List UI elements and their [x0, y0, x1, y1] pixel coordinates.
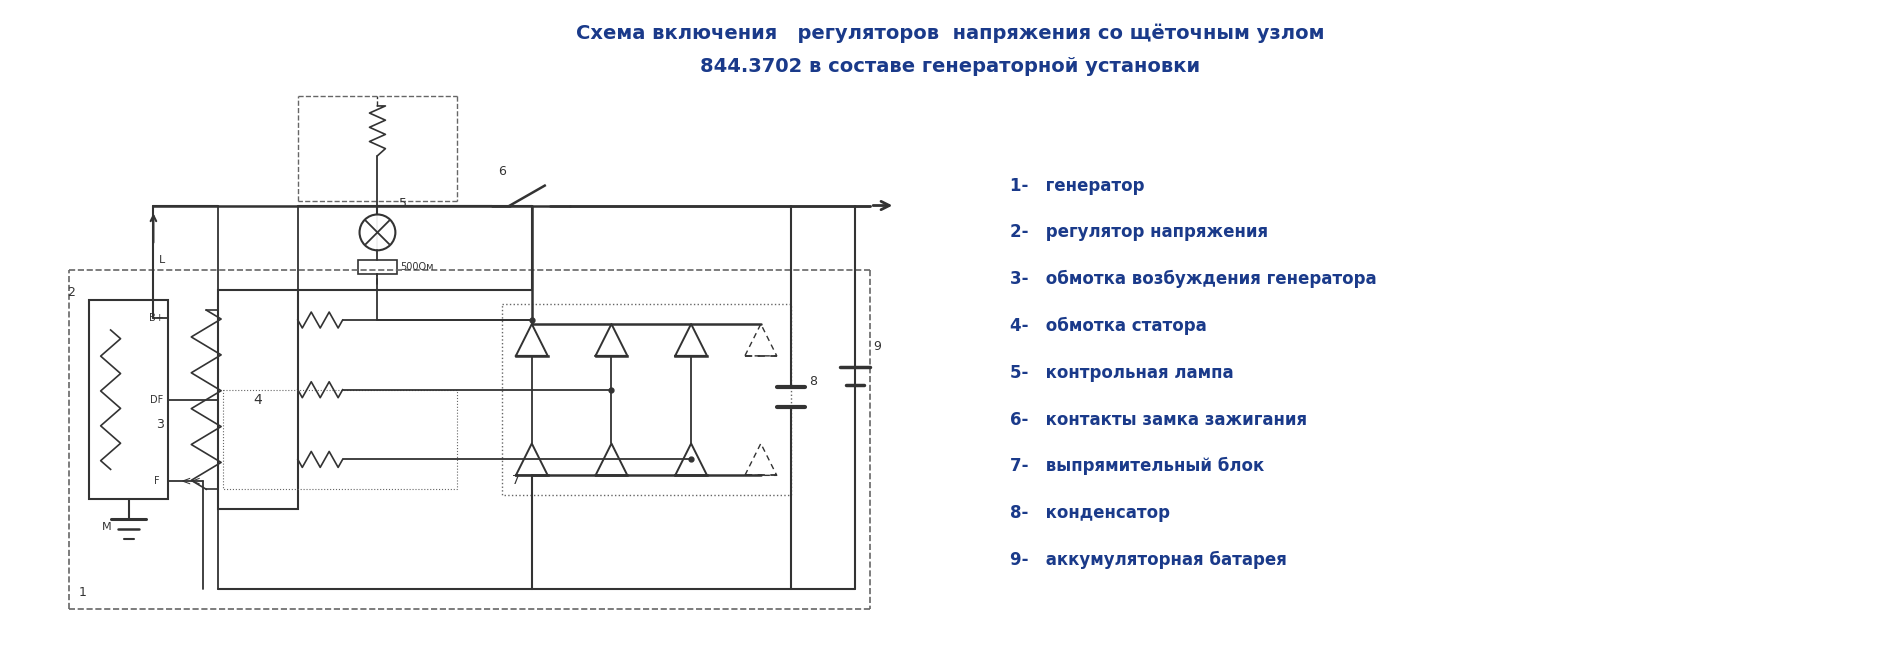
- Text: 1-   генератор: 1- генератор: [1009, 177, 1144, 195]
- Text: 7: 7: [511, 474, 521, 487]
- Text: L: L: [158, 255, 165, 265]
- Text: M: M: [103, 522, 112, 532]
- Text: 8-   конденсатор: 8- конденсатор: [1009, 504, 1170, 522]
- Text: 5: 5: [399, 197, 407, 210]
- Text: 2: 2: [66, 286, 74, 299]
- Bar: [89, 300, 169, 499]
- Bar: [218, 290, 298, 509]
- Text: 4-   обмотка статора: 4- обмотка статора: [1009, 317, 1206, 335]
- Text: DF: DF: [150, 395, 163, 405]
- Bar: [222, 389, 458, 489]
- Text: 500Ом: 500Ом: [401, 262, 433, 272]
- Text: 1: 1: [78, 586, 87, 599]
- Text: B+: B+: [148, 313, 163, 323]
- Text: Схема включения   регуляторов  напряжения со щёточным узлом: Схема включения регуляторов напряжения с…: [576, 23, 1324, 43]
- Text: 4: 4: [253, 393, 262, 407]
- Bar: [502, 304, 790, 495]
- Text: 8: 8: [809, 375, 817, 388]
- Text: <<: <<: [180, 475, 201, 488]
- Text: 3: 3: [156, 418, 163, 431]
- Text: 5-   контрольная лампа: 5- контрольная лампа: [1009, 364, 1233, 382]
- Text: 9-   аккумуляторная батарея: 9- аккумуляторная батарея: [1009, 551, 1286, 569]
- Text: 6: 6: [498, 165, 505, 178]
- Text: 844.3702 в составе генераторной установки: 844.3702 в составе генераторной установк…: [699, 56, 1201, 76]
- Text: 9: 9: [874, 341, 882, 354]
- Bar: [357, 260, 397, 275]
- Text: 3-   обмотка возбуждения генератора: 3- обмотка возбуждения генератора: [1009, 270, 1376, 288]
- Text: 7-   выпрямительный блок: 7- выпрямительный блок: [1009, 458, 1264, 476]
- Text: 6-   контакты замка зажигания: 6- контакты замка зажигания: [1009, 411, 1307, 428]
- Text: F: F: [154, 476, 160, 486]
- Text: 2-   регулятор напряжения: 2- регулятор напряжения: [1009, 223, 1267, 241]
